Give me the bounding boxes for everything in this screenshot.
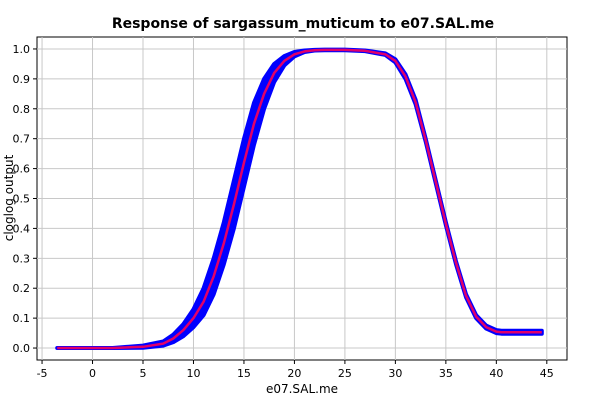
y-tick-label: 0.4 [13, 222, 31, 235]
x-tick-label: 30 [388, 367, 402, 380]
x-tick-label: 45 [540, 367, 554, 380]
x-tick-label: -5 [37, 367, 48, 380]
x-tick-label: 25 [338, 367, 352, 380]
mean-response-layer [57, 48, 542, 350]
x-tick-label: 5 [140, 367, 147, 380]
y-tick-label: 0.2 [13, 282, 31, 295]
y-tick-label: 0.5 [13, 193, 31, 206]
x-tick-label: 15 [237, 367, 251, 380]
y-tick-label: 0.6 [13, 163, 31, 176]
x-tick-label: 0 [89, 367, 96, 380]
gridlines [37, 37, 567, 360]
mean-response-line [57, 48, 542, 350]
y-tick-label: 0.9 [13, 73, 31, 86]
y-tick-label: 0.3 [13, 252, 31, 265]
y-tick-label: 0.8 [13, 103, 31, 116]
x-tick-label: 40 [489, 367, 503, 380]
y-axis-label: cloglog output [2, 154, 16, 241]
x-tick-label: 35 [439, 367, 453, 380]
chart-title: Response of sargassum_muticum to e07.SAL… [112, 16, 494, 32]
y-tick-label: 0.7 [13, 133, 31, 146]
y-tick-label: 0.0 [13, 342, 31, 355]
x-tick-label: 10 [186, 367, 200, 380]
x-axis-label: e07.SAL.me [266, 382, 338, 396]
y-tick-label: 0.1 [13, 312, 31, 325]
x-tick-label: 20 [287, 367, 301, 380]
y-axis: 0.0 0.1 0.2 0.3 0.4 0.5 0.6 0.7 0.8 0.9 1.0 [13, 43, 37, 355]
x-axis: -5 0 5 10 15 20 25 30 35 40 45 [37, 360, 554, 380]
y-tick-label: 1.0 [13, 43, 31, 56]
